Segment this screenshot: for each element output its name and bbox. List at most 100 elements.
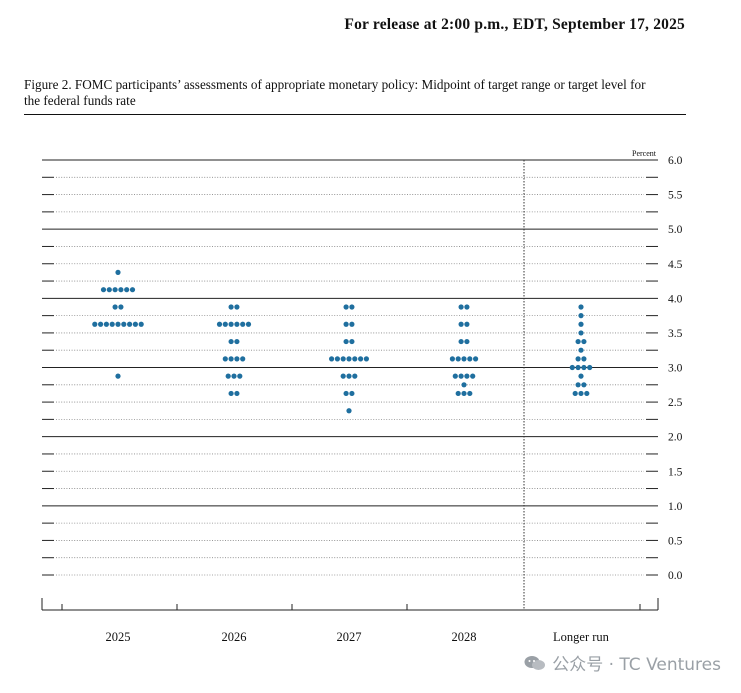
participant-dot bbox=[115, 321, 121, 327]
watermark: 公众号 · TC Ventures bbox=[524, 650, 721, 675]
participant-dot bbox=[222, 356, 228, 362]
participant-dot bbox=[578, 321, 584, 327]
y-tick-label: 5.5 bbox=[668, 190, 683, 202]
participant-dot bbox=[118, 287, 124, 293]
y-tick-label: 4.5 bbox=[668, 259, 683, 271]
caption-divider bbox=[24, 114, 686, 115]
y-tick-label: 2.0 bbox=[668, 432, 683, 444]
participant-dot bbox=[340, 373, 346, 379]
participant-dot bbox=[121, 321, 127, 327]
wechat-icon bbox=[524, 655, 546, 670]
dot-column bbox=[449, 304, 479, 397]
participant-dot bbox=[92, 321, 98, 327]
participant-dot bbox=[106, 287, 112, 293]
dot-column bbox=[216, 304, 252, 397]
participant-dot bbox=[575, 382, 581, 388]
participant-dot bbox=[363, 356, 369, 362]
y-tick-label: 0.0 bbox=[668, 570, 683, 582]
participant-dot bbox=[245, 321, 252, 327]
participant-dot bbox=[234, 356, 240, 362]
participant-dot bbox=[132, 321, 138, 327]
participant-dot bbox=[346, 373, 352, 379]
participant-dot bbox=[352, 373, 358, 379]
y-tick-label: 5.0 bbox=[668, 224, 683, 236]
participant-dot bbox=[228, 390, 234, 397]
participant-dot bbox=[228, 321, 234, 327]
participant-dot bbox=[464, 321, 470, 327]
x-axis: 2025 2026 2027 2028 Longer run bbox=[41, 598, 659, 644]
participant-dot bbox=[138, 321, 144, 327]
figure-caption: Figure 2. FOMC participants’ assessments… bbox=[24, 77, 646, 108]
participant-dot bbox=[340, 356, 346, 362]
participant-dot bbox=[228, 338, 234, 345]
participant-dot bbox=[349, 390, 355, 397]
participant-dot bbox=[578, 347, 584, 353]
participant-dot bbox=[112, 304, 118, 310]
participant-dot bbox=[581, 364, 587, 371]
participant-dot bbox=[464, 373, 470, 379]
participant-dot bbox=[575, 338, 581, 345]
participant-dot bbox=[234, 321, 240, 327]
dot-series bbox=[92, 269, 593, 414]
participant-dot bbox=[458, 321, 464, 327]
participant-dot bbox=[461, 356, 467, 362]
participant-dot bbox=[129, 287, 136, 293]
participant-dot bbox=[458, 373, 464, 379]
participant-dot bbox=[584, 390, 590, 397]
x-category-label: 2028 bbox=[452, 630, 477, 644]
participant-dot bbox=[587, 364, 593, 371]
participant-dot bbox=[334, 356, 340, 362]
y-tick-label: 0.5 bbox=[668, 535, 683, 547]
participant-dot bbox=[343, 338, 349, 345]
participant-dot bbox=[349, 338, 355, 345]
y-tick-label: 1.5 bbox=[668, 466, 683, 478]
participant-dot bbox=[100, 287, 107, 293]
participant-dot bbox=[578, 304, 584, 310]
participant-dot bbox=[461, 390, 467, 397]
participant-dot bbox=[464, 304, 470, 310]
participant-dot bbox=[240, 356, 246, 362]
participant-dot bbox=[569, 364, 575, 371]
participant-dot bbox=[458, 304, 464, 310]
x-category-label: 2025 bbox=[106, 630, 131, 644]
dot-column bbox=[569, 304, 593, 397]
participant-dot bbox=[109, 321, 115, 327]
release-line: For release at 2:00 p.m., EDT, September… bbox=[344, 16, 685, 33]
participant-dot bbox=[225, 373, 231, 379]
participant-dot bbox=[578, 330, 584, 336]
participant-dot bbox=[455, 356, 461, 362]
participant-dot bbox=[343, 390, 349, 397]
participant-dot bbox=[234, 338, 240, 345]
participant-dot bbox=[467, 356, 473, 362]
unit-label: Percent bbox=[632, 149, 657, 158]
dot-column bbox=[329, 304, 369, 414]
participant-dot bbox=[578, 313, 584, 319]
participant-dot bbox=[234, 304, 240, 310]
participant-dot bbox=[346, 356, 352, 362]
participant-dot bbox=[237, 373, 243, 379]
participant-dot bbox=[572, 390, 578, 397]
participant-dot bbox=[228, 304, 234, 310]
participant-dot bbox=[349, 321, 355, 327]
participant-dot bbox=[231, 373, 237, 379]
participant-dot bbox=[467, 390, 473, 397]
participant-dot bbox=[581, 382, 587, 388]
participant-dot bbox=[473, 356, 479, 362]
x-category-label: 2026 bbox=[222, 630, 247, 644]
participant-dot bbox=[461, 382, 467, 388]
participant-dot bbox=[455, 390, 461, 397]
participant-dot bbox=[329, 356, 335, 362]
participant-dot bbox=[343, 321, 349, 327]
participant-dot bbox=[575, 356, 581, 362]
participant-dot bbox=[234, 390, 240, 397]
participant-dot bbox=[452, 373, 458, 379]
participant-dot bbox=[124, 287, 130, 293]
y-tick-label: 6.0 bbox=[668, 155, 683, 167]
participant-dot bbox=[464, 338, 470, 345]
y-tick-labels: 6.0 5.5 5.0 4.5 4.0 3.5 3.0 2.5 2.0 1.5 1.0 0.5 0.0 bbox=[668, 155, 683, 582]
participant-dot bbox=[449, 356, 455, 362]
participant-dot bbox=[358, 356, 364, 362]
participant-dot bbox=[115, 269, 121, 275]
y-tick-label: 4.0 bbox=[668, 293, 683, 305]
